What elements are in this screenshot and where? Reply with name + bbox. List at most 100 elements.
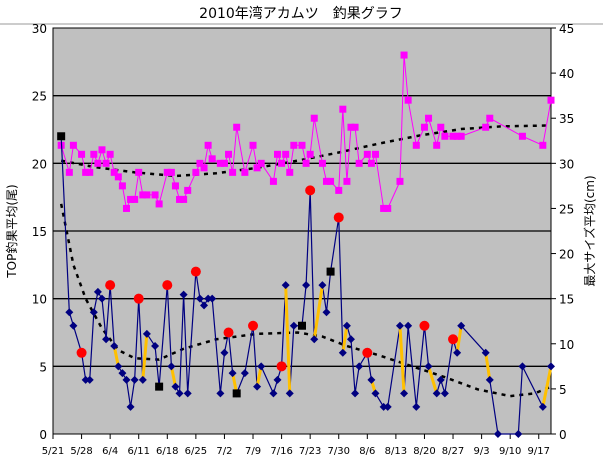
top-catch-point xyxy=(322,308,331,317)
max-size-point xyxy=(400,51,408,59)
trend-line xyxy=(60,124,552,178)
x-tick-label: 8/20 xyxy=(413,446,435,457)
top-catch-point xyxy=(93,287,102,296)
max-size-point xyxy=(204,141,212,149)
change-segment xyxy=(169,366,177,387)
top-catch-point xyxy=(130,375,139,384)
top-catch-point xyxy=(253,382,262,391)
max-size-point xyxy=(69,141,77,149)
y2-tick-label: 0 xyxy=(559,428,567,442)
max-size-point xyxy=(167,168,175,176)
top-catch-point xyxy=(493,430,502,438)
max-size-point xyxy=(216,159,224,167)
max-size-point xyxy=(318,159,326,167)
top-catch-point xyxy=(167,362,176,371)
x-tick-label: 7/30 xyxy=(328,446,350,457)
chart-title: 2010年湾アカムツ 釣果グラフ xyxy=(199,5,403,22)
max-size-point xyxy=(437,123,445,131)
change-segment xyxy=(141,333,149,380)
highlight-point xyxy=(223,327,234,338)
max-size-point xyxy=(110,168,118,176)
max-size-point xyxy=(86,168,94,176)
max-size-point xyxy=(229,168,237,176)
y2-tick-label: 40 xyxy=(559,67,574,81)
max-size-point xyxy=(118,182,126,190)
top-catch-point xyxy=(351,389,360,398)
max-size-point xyxy=(106,150,114,158)
x-tick-label: 8/13 xyxy=(385,446,407,457)
top-catch-point xyxy=(220,348,229,357)
top-catch-point xyxy=(318,281,327,290)
top-catch-point xyxy=(195,294,204,303)
max-size-point xyxy=(278,159,286,167)
max-size-point xyxy=(200,164,208,172)
top-catch-point xyxy=(200,301,209,310)
top-catch-point xyxy=(424,362,433,371)
highlight-point xyxy=(448,334,459,345)
x-tick-label: 8/27 xyxy=(442,446,464,457)
y-tick-label: 0 xyxy=(39,428,47,442)
top-catch-line-start xyxy=(60,136,70,313)
max-size-point xyxy=(122,204,130,212)
top-catch-point xyxy=(269,389,278,398)
y2-tick-label: 30 xyxy=(559,157,574,171)
special-point xyxy=(298,321,306,330)
y-tick-label: 30 xyxy=(32,22,47,36)
max-size-point xyxy=(302,159,310,167)
top-catch-point xyxy=(379,402,388,411)
max-size-point xyxy=(176,195,184,203)
max-size-point xyxy=(449,132,457,140)
max-size-point xyxy=(457,132,465,140)
highlight-point xyxy=(76,347,87,358)
change-segment xyxy=(255,366,263,387)
max-size-point xyxy=(233,123,241,131)
change-segment xyxy=(484,352,492,381)
top-catch-point xyxy=(547,362,555,371)
max-size-point xyxy=(371,150,379,158)
y2-tick-label: 10 xyxy=(559,338,574,352)
top-catch-point xyxy=(208,294,217,303)
top-catch-point xyxy=(97,294,106,303)
top-catch-point xyxy=(81,375,90,384)
max-size-point xyxy=(184,186,192,194)
y2-tick-label: 15 xyxy=(559,293,574,307)
max-size-point xyxy=(547,96,555,104)
series-layer xyxy=(57,51,555,438)
top-catch-point xyxy=(346,335,355,344)
max-size-point xyxy=(102,159,110,167)
x-tick-label: 9/3 xyxy=(474,446,490,457)
top-catch-point xyxy=(118,369,127,378)
max-size-point xyxy=(380,204,388,212)
highlight-point xyxy=(419,320,430,331)
top-catch-point xyxy=(257,362,266,371)
top-catch-point xyxy=(538,402,547,411)
max-size-point xyxy=(131,195,139,203)
special-point xyxy=(326,267,335,276)
highlight-point xyxy=(248,320,259,331)
x-tick-label: 6/25 xyxy=(185,446,207,457)
max-size-point xyxy=(135,168,143,176)
top-catch-point xyxy=(289,321,298,330)
max-size-point xyxy=(78,150,86,158)
y2-axis-label: 最大サイズ平均(cm) xyxy=(582,175,597,286)
x-tick-label: 9/10 xyxy=(499,446,521,457)
max-size-point xyxy=(539,141,547,149)
top-catch-point xyxy=(367,375,376,384)
top-catch-point xyxy=(412,402,421,411)
highlight-point xyxy=(305,185,316,196)
max-size-point xyxy=(306,150,314,158)
max-size-point xyxy=(355,159,363,167)
top-catch-point xyxy=(126,402,135,411)
max-size-point xyxy=(347,123,355,131)
top-catch-point xyxy=(281,281,290,290)
max-size-point xyxy=(343,177,351,185)
top-catch-point xyxy=(432,389,441,398)
max-size-point xyxy=(367,159,375,167)
max-size-point xyxy=(171,182,179,190)
special-point xyxy=(155,382,164,391)
max-size-point xyxy=(90,150,98,158)
x-tick-label: 7/16 xyxy=(270,446,292,457)
x-tick-label: 5/21 xyxy=(42,446,64,457)
top-catch-point xyxy=(371,389,380,398)
max-size-point xyxy=(127,195,135,203)
